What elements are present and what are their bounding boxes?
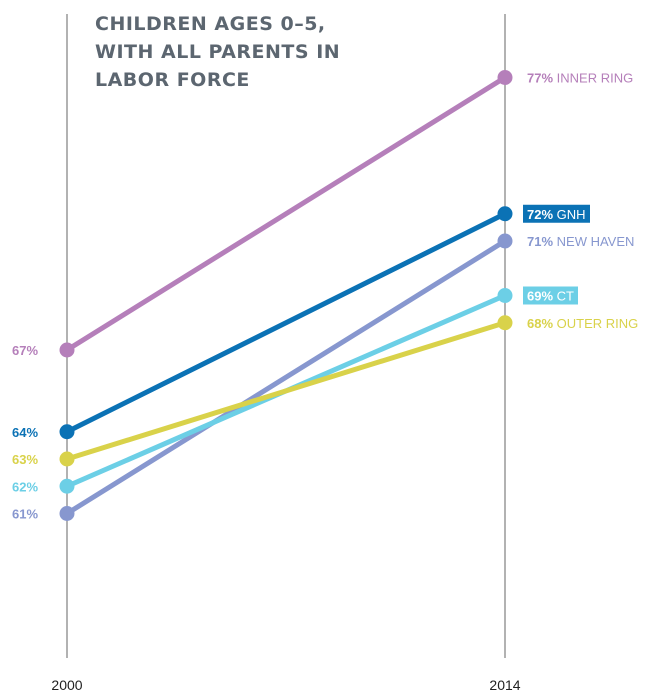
start-label-new-haven: 61% bbox=[12, 507, 38, 522]
end-label-ct: 69% CT bbox=[523, 286, 578, 305]
end-label-bg-ct bbox=[523, 286, 578, 305]
axes: 2000 2014 bbox=[51, 14, 521, 692]
chart-title-line-3: LABOR FORCE bbox=[95, 69, 250, 91]
end-label-outer-ring: 68% OUTER RING bbox=[527, 316, 638, 331]
data-labels: 67% 77% INNER RING 64% 72% GNH 61% 71% NEW HA… bbox=[12, 71, 638, 522]
end-label-bg-gnh bbox=[523, 204, 590, 223]
chart-title-line-1: CHILDREN AGES 0–5, bbox=[95, 13, 326, 35]
series-line-outer-ring bbox=[64, 320, 508, 462]
series-line-inner-ring bbox=[64, 75, 508, 353]
point-gnh-2000 bbox=[59, 424, 75, 440]
point-gnh-2014 bbox=[497, 206, 513, 222]
end-label-text-outer-ring: 68% OUTER RING bbox=[527, 316, 638, 331]
end-label-new-haven: 71% NEW HAVEN bbox=[527, 234, 634, 249]
point-ct-2014 bbox=[497, 288, 513, 303]
end-label-gnh: 72% GNH bbox=[523, 204, 590, 223]
series-line-new-haven bbox=[64, 238, 508, 516]
point-new-haven-2014 bbox=[497, 233, 513, 249]
x-tick-2000: 2000 bbox=[51, 677, 82, 692]
point-inner-ring-2014 bbox=[497, 70, 513, 85]
point-ct-2000 bbox=[59, 478, 75, 494]
x-tick-2014: 2014 bbox=[489, 677, 520, 692]
point-new-haven-2000 bbox=[59, 506, 75, 521]
start-label-ct: 62% bbox=[12, 479, 38, 494]
end-label-inner-ring: 77% INNER RING bbox=[527, 71, 633, 86]
series-lines bbox=[59, 70, 513, 521]
end-label-text-inner-ring: 77% INNER RING bbox=[527, 71, 633, 86]
end-label-text-gnh: 72% GNH bbox=[527, 207, 586, 222]
chart-title-line-2: WITH ALL PARENTS IN bbox=[95, 41, 341, 63]
start-label-outer-ring: 63% bbox=[12, 452, 38, 467]
point-inner-ring-2000 bbox=[59, 342, 75, 358]
start-label-gnh: 64% bbox=[12, 425, 38, 440]
point-outer-ring-2000 bbox=[59, 451, 75, 467]
series-line-gnh bbox=[64, 211, 508, 435]
point-outer-ring-2014 bbox=[497, 315, 513, 331]
end-label-text-ct: 69% CT bbox=[527, 289, 574, 304]
end-label-text-new-haven: 71% NEW HAVEN bbox=[527, 234, 634, 249]
start-label-inner-ring: 67% bbox=[12, 343, 38, 358]
